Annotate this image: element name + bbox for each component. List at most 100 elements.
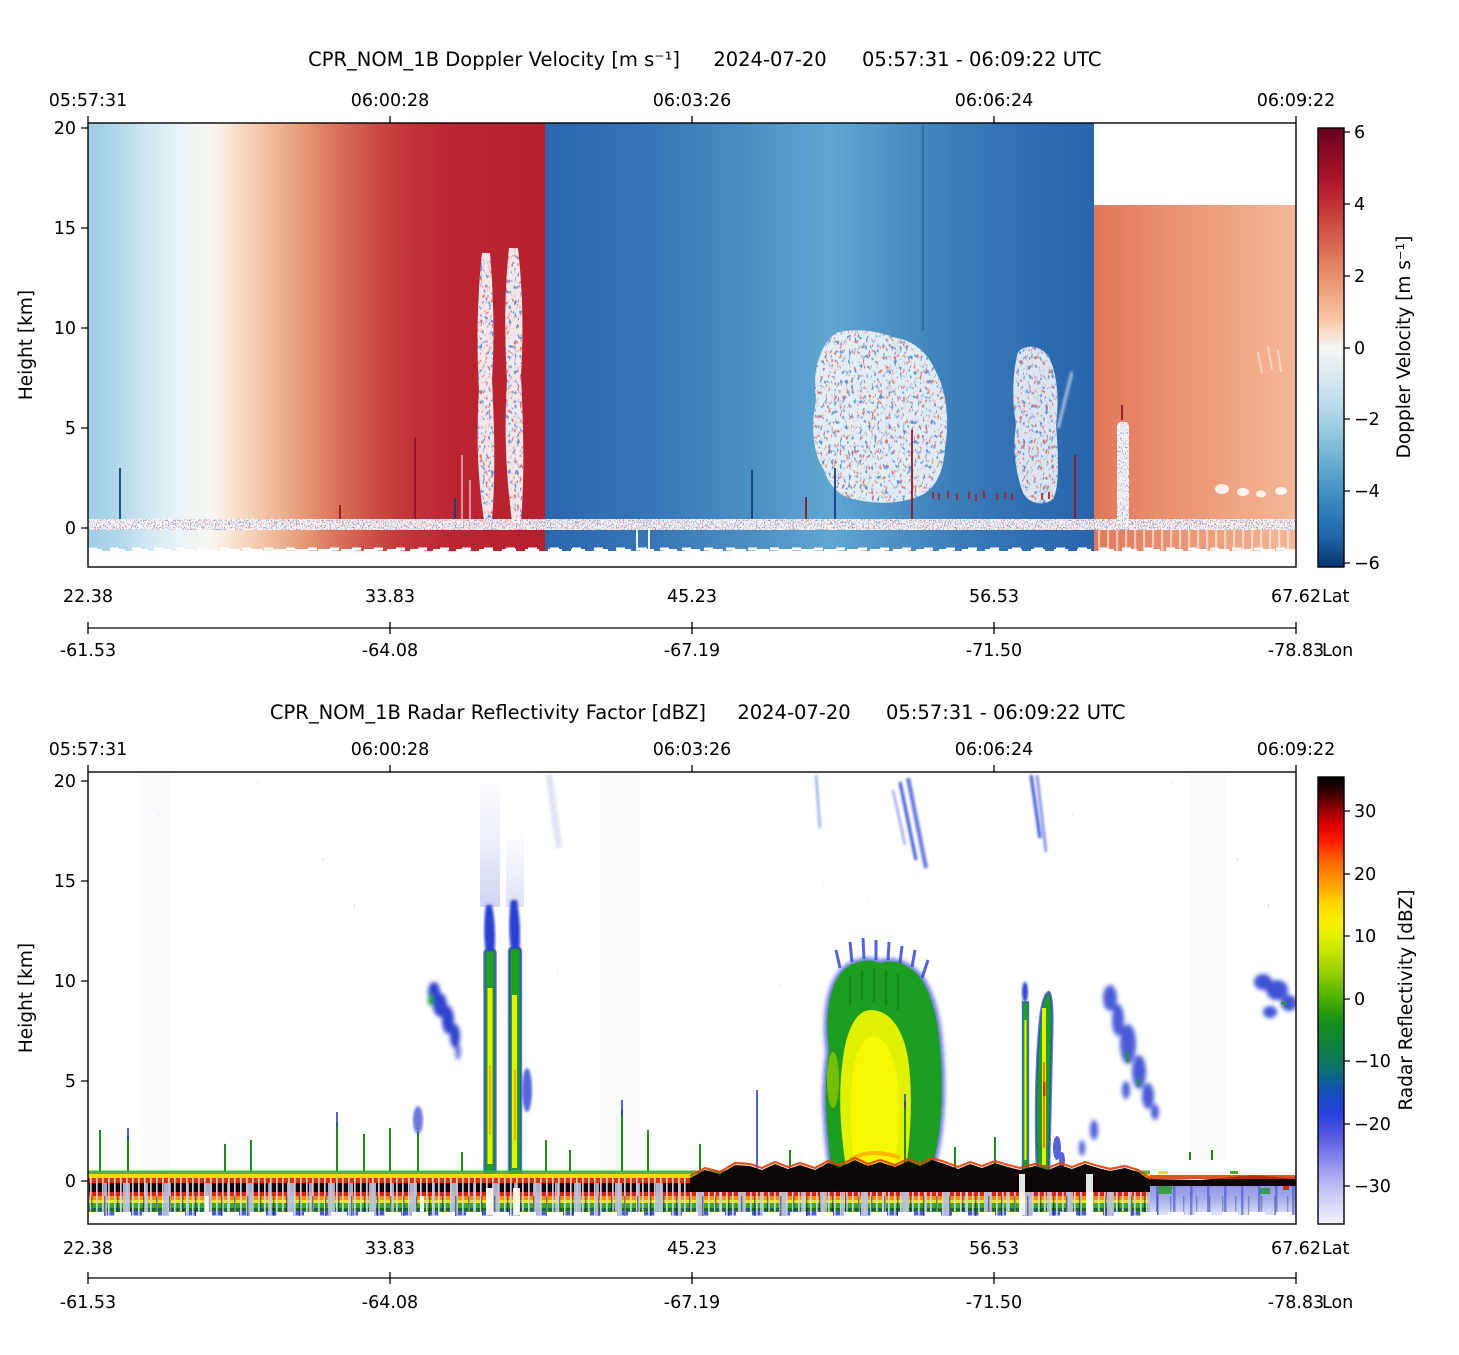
p2-cirrus-streaks	[545, 774, 1048, 869]
p2-plot-box	[87, 771, 1297, 1225]
p2-time-tick-0: 05:57:31	[49, 740, 128, 760]
p1-colorbar: 6 4 2 0 −2 −4 −6 Doppler Velocity [m s⁻¹…	[1317, 123, 1415, 574]
p1-date: 2024-07-20	[713, 48, 826, 71]
p2-blue-patches	[1079, 985, 1159, 1156]
p1-cb-tick-5: −4	[1354, 482, 1380, 502]
p2-cb-label: Radar Reflectivity [dBZ]	[1396, 889, 1417, 1110]
p2-lat-label: Lat	[1322, 1239, 1349, 1259]
p2-right-blob	[1254, 974, 1296, 1018]
p1-cb-tick-1: 4	[1354, 195, 1365, 215]
p2-latlon-axis: 22.38 33.83 45.23 56.53 67.62 Lat -61.53…	[60, 1239, 1353, 1313]
p2-lon-3: -71.50	[966, 1293, 1022, 1313]
p1-small-blobs	[1215, 484, 1287, 498]
p1-cloud-streaks	[477, 248, 1129, 527]
p2-y-tickmarks	[81, 780, 88, 1182]
p1-cb-tick-4: −2	[1354, 410, 1380, 430]
p2-y-tick-2: 10	[54, 972, 76, 992]
p2-ylabel: Height [km]	[16, 943, 37, 1053]
p2-cb-tick-6: −30	[1354, 1177, 1391, 1197]
p1-lon-3: -71.50	[966, 641, 1022, 661]
p2-comma-cloud	[428, 982, 461, 1060]
p1-lon-label: Lon	[1322, 641, 1353, 661]
p2-colorbar: 30 20 10 0 −10 −20 −30 Radar Reflectivit…	[1317, 776, 1417, 1225]
p1-y-tickmarks	[81, 127, 88, 529]
p2-towers-d	[1021, 982, 1065, 1174]
p2-surface-spikes	[99, 1102, 1213, 1172]
p2-time-range: 05:57:31 - 06:09:22 UTC	[886, 701, 1125, 724]
p1-lat-2: 45.23	[667, 587, 717, 607]
p2-cb-tick-3: 0	[1354, 990, 1365, 1010]
p2-time-tickmarks	[87, 765, 1297, 772]
p1-ylabel: Height [km]	[16, 290, 37, 400]
p1-lon-0: -61.53	[60, 641, 116, 661]
p2-y-tick-4: 0	[65, 1172, 76, 1192]
p2-time-tick-1: 06:00:28	[351, 740, 430, 760]
p1-lat-label: Lat	[1322, 587, 1349, 607]
p1-lat-4: 67.62	[1271, 587, 1321, 607]
p1-title: CPR_NOM_1B Doppler Velocity [m s⁻¹]	[308, 48, 680, 71]
p2-lon-label: Lon	[1322, 1293, 1353, 1313]
p1-plot-box	[87, 122, 1297, 568]
p1-cb-tick-0: 6	[1354, 123, 1365, 143]
p2-cb-tick-1: 20	[1354, 865, 1376, 885]
p1-lon-2: -67.19	[664, 641, 720, 661]
p1-cb-tick-6: −6	[1354, 554, 1380, 574]
p2-lat-2: 45.23	[667, 1239, 717, 1259]
p2-time-tick-2: 06:03:26	[653, 740, 732, 760]
p2-plot-area	[88, 772, 1296, 1224]
p1-cb-label: Doppler Velocity [m s⁻¹]	[1394, 236, 1415, 459]
p2-surface-band	[88, 1156, 1296, 1224]
p2-cb-tick-0: 30	[1354, 802, 1376, 822]
p2-lon-0: -61.53	[60, 1293, 116, 1313]
panel-doppler: CPR_NOM_1B Doppler Velocity [m s⁻¹] 2024…	[16, 48, 1415, 661]
p2-big-cloud	[826, 937, 942, 1172]
p1-surface-echo	[88, 519, 1296, 530]
p1-plot-area	[88, 123, 1296, 567]
p1-y-tick-4: 0	[65, 519, 76, 539]
p1-lat-1: 33.83	[365, 587, 415, 607]
p2-lat-4: 67.62	[1271, 1239, 1321, 1259]
p1-y-tick-3: 5	[65, 419, 76, 439]
p2-y-tick-3: 5	[65, 1072, 76, 1092]
p2-title: CPR_NOM_1B Radar Reflectivity Factor [dB…	[270, 701, 706, 724]
p2-cb-tick-4: −10	[1354, 1052, 1391, 1072]
p1-y-tick-0: 20	[54, 119, 76, 139]
p2-cb-tick-5: −20	[1354, 1115, 1391, 1135]
p1-time-tick-2: 06:03:26	[653, 91, 732, 111]
p2-lat-1: 33.83	[365, 1239, 415, 1259]
p1-time-tick-1: 06:00:28	[351, 91, 430, 111]
p1-time-tick-4: 06:09:22	[1257, 91, 1336, 111]
p1-cb-tick-2: 2	[1354, 267, 1365, 287]
p1-blue-spikes	[119, 468, 836, 527]
p1-latlon-axis: 22.38 33.83 45.23 56.53 67.62 Lat -61.53…	[60, 587, 1353, 661]
p2-y-tick-1: 15	[54, 872, 76, 892]
p2-lon-2: -67.19	[664, 1293, 720, 1313]
p2-tower-a	[483, 905, 497, 1176]
p2-tower-b	[507, 900, 532, 1176]
p1-y-tick-2: 10	[54, 319, 76, 339]
p1-lon-4: -78.83	[1268, 641, 1324, 661]
p2-lon-4: -78.83	[1268, 1293, 1324, 1313]
p2-time-tick-3: 06:06:24	[955, 740, 1034, 760]
p1-y-tick-1: 15	[54, 219, 76, 239]
p1-white-streaks	[461, 455, 471, 520]
p2-lat-3: 56.53	[969, 1239, 1019, 1259]
p1-time-tick-3: 06:06:24	[955, 91, 1034, 111]
p1-time-range: 05:57:31 - 06:09:22 UTC	[862, 48, 1101, 71]
p1-lon-1: -64.08	[362, 641, 418, 661]
p2-lat-0: 22.38	[63, 1239, 113, 1259]
p1-cb-tick-3: 0	[1354, 339, 1365, 359]
p1-lat-3: 56.53	[969, 587, 1019, 607]
p2-time-tick-4: 06:09:22	[1257, 740, 1336, 760]
p2-lon-1: -64.08	[362, 1293, 418, 1313]
panel-reflectivity: CPR_NOM_1B Radar Reflectivity Factor [dB…	[16, 701, 1417, 1313]
p2-y-tick-0: 20	[54, 772, 76, 792]
p2-cb-tick-2: 10	[1354, 927, 1376, 947]
p1-red-spikes	[339, 405, 1123, 527]
p1-time-tick-0: 05:57:31	[49, 91, 128, 111]
p2-date: 2024-07-20	[737, 701, 850, 724]
p1-time-tickmarks	[87, 116, 1297, 123]
p1-red-dashes	[932, 491, 1050, 501]
p1-lat-0: 22.38	[63, 587, 113, 607]
